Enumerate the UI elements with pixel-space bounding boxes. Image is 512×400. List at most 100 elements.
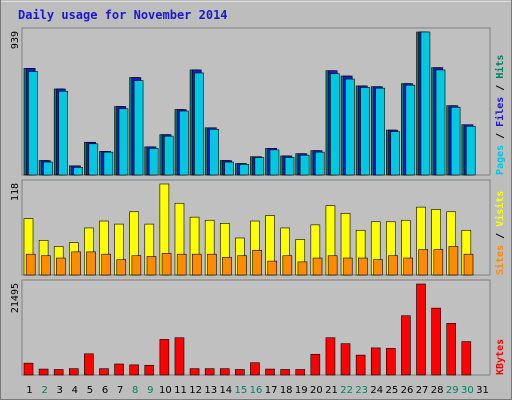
bar-kbytes-2	[38, 368, 49, 376]
bar-sites-25	[388, 255, 398, 276]
bar-kbytes-29	[446, 323, 457, 376]
bar-kbytes-25	[386, 348, 396, 376]
bar-kbytes-27	[416, 283, 426, 376]
panel-bottom-legend: KBytes	[495, 339, 506, 375]
bar-pages-15	[239, 164, 250, 176]
bar-pages-26	[405, 84, 416, 176]
bar-sites-26	[403, 257, 413, 276]
x-tick-17: 17	[265, 385, 278, 396]
bar-pages-5	[88, 143, 99, 176]
bar-kbytes-24	[370, 347, 381, 376]
x-tick-25: 25	[386, 385, 399, 396]
legend-separator: /	[495, 227, 506, 245]
x-tick-13: 13	[204, 385, 217, 396]
bar-pages-11	[179, 110, 189, 176]
bar-pages-9	[148, 148, 159, 176]
panel-bottom-area	[21, 279, 491, 376]
bar-kbytes-23	[355, 354, 366, 376]
legend-files: Files	[494, 97, 506, 127]
bar-kbytes-19	[295, 369, 306, 376]
bar-sites-29	[448, 246, 459, 276]
x-tick-31: 31	[476, 385, 489, 396]
bar-kbytes-5	[84, 353, 94, 376]
bar-sites-3	[56, 257, 66, 276]
panel-bottom: 21495 KBytes	[10, 279, 506, 376]
bar-kbytes-18	[280, 369, 290, 376]
bar-pages-7	[118, 108, 129, 176]
x-tick-28: 28	[431, 385, 444, 396]
legend-sites: Sites	[494, 245, 506, 275]
bar-kbytes-13	[204, 368, 215, 376]
bar-sites-19	[297, 261, 308, 276]
bar-sites-27	[418, 249, 429, 276]
bar-sites-11	[176, 253, 187, 276]
bar-kbytes-8	[129, 364, 139, 376]
bar-kbytes-28	[431, 307, 441, 376]
bar-kbytes-16	[250, 362, 260, 376]
x-tick-12: 12	[189, 385, 202, 396]
panel-top-max-label: 939	[10, 31, 21, 49]
bar-kbytes-6	[99, 368, 109, 376]
bar-kbytes-3	[53, 369, 64, 376]
bar-kbytes-9	[144, 364, 155, 376]
x-tick-8: 8	[132, 385, 138, 396]
bar-sites-18	[282, 255, 293, 276]
bar-pages-1	[28, 71, 38, 176]
legend-separator: /	[495, 127, 506, 145]
x-tick-16: 16	[250, 385, 263, 396]
bar-sites-23	[358, 257, 368, 276]
legend-hits: Hits	[494, 55, 506, 79]
bar-kbytes-7	[114, 363, 124, 376]
x-tick-21: 21	[325, 385, 338, 396]
panel-middle: 118 Sites / Visits	[10, 179, 506, 276]
bar-kbytes-21	[325, 337, 336, 376]
x-tick-3: 3	[57, 385, 63, 396]
bar-sites-24	[373, 259, 383, 276]
bar-pages-6	[103, 151, 114, 176]
bar-sites-16	[252, 250, 262, 276]
x-tick-24: 24	[370, 385, 383, 396]
legend-kbytes: KBytes	[495, 339, 506, 375]
bar-sites-22	[342, 257, 353, 276]
bar-pages-8	[133, 80, 144, 176]
bar-sites-17	[267, 260, 278, 276]
bar-pages-22	[345, 78, 355, 176]
bar-pages-17	[269, 149, 280, 176]
x-tick-26: 26	[401, 385, 414, 396]
bar-pages-4	[73, 167, 83, 176]
bar-kbytes-10	[159, 339, 170, 376]
bar-pages-18	[284, 157, 295, 176]
x-tick-20: 20	[310, 385, 323, 396]
legend-separator: /	[495, 79, 506, 97]
x-tick-6: 6	[102, 385, 108, 396]
panel-middle-legend: Sites / Visits	[494, 191, 506, 275]
bar-pages-14	[224, 161, 234, 176]
x-tick-7: 7	[117, 385, 123, 396]
bar-kbytes-12	[189, 368, 200, 376]
bar-sites-7	[116, 259, 127, 276]
bar-sites-15	[237, 255, 247, 276]
bar-kbytes-30	[461, 341, 472, 376]
bar-pages-19	[299, 154, 310, 176]
bar-pages-3	[58, 90, 68, 176]
bar-kbytes-26	[401, 315, 411, 376]
x-tick-29: 29	[446, 385, 459, 396]
x-tick-9: 9	[147, 385, 153, 396]
bar-kbytes-15	[235, 369, 245, 376]
bar-pages-10	[163, 135, 174, 176]
x-tick-18: 18	[280, 385, 293, 396]
bar-sites-13	[207, 253, 217, 276]
x-tick-19: 19	[295, 385, 308, 396]
bar-pages-27	[420, 31, 431, 176]
bar-sites-4	[71, 251, 81, 276]
bar-kbytes-14	[219, 368, 230, 376]
bar-pages-2	[43, 161, 53, 176]
bar-pages-23	[360, 87, 370, 176]
legend-visits: Visits	[494, 191, 506, 227]
bar-pages-29	[450, 106, 461, 176]
x-tick-2: 2	[41, 385, 47, 396]
bar-pages-21	[330, 73, 340, 176]
x-tick-22: 22	[340, 385, 353, 396]
